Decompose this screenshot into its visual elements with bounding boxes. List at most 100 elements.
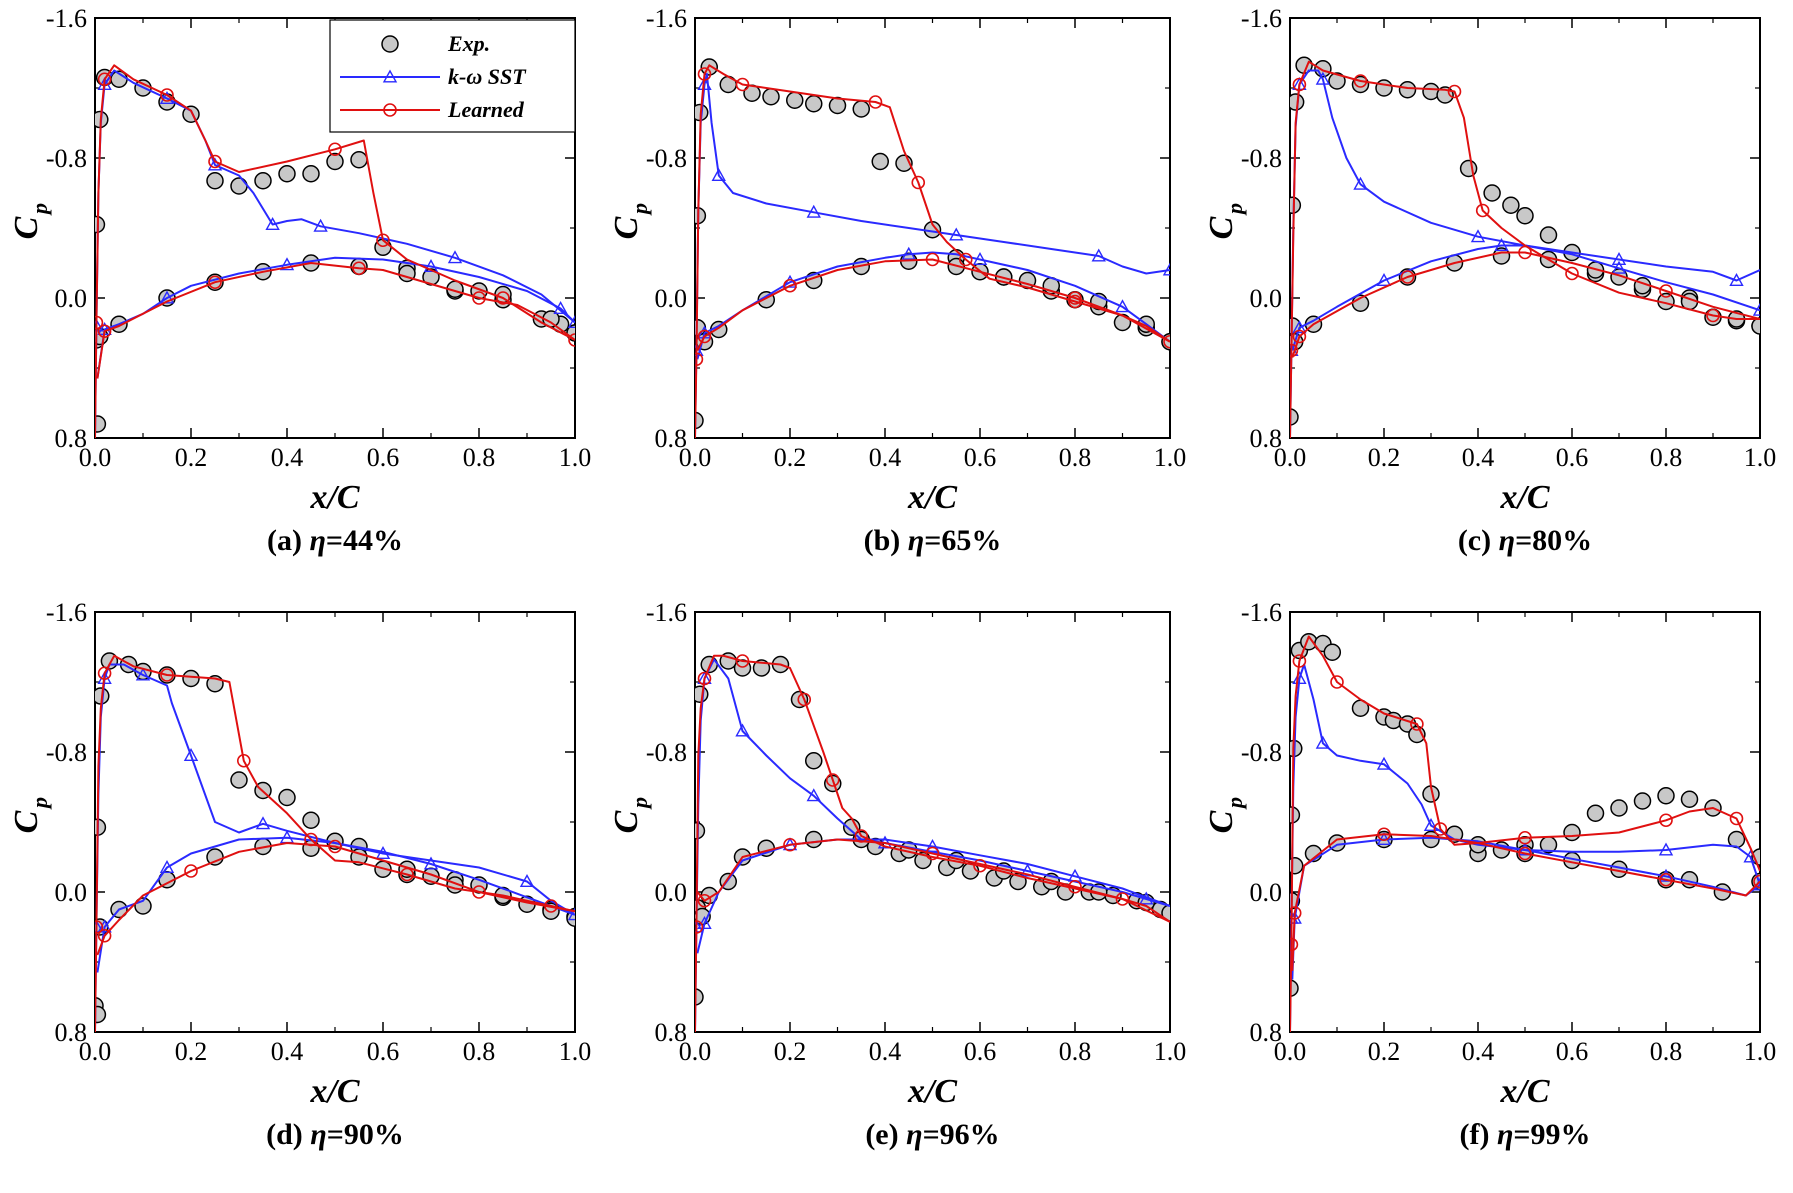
learned-marker [97, 72, 112, 87]
sst-marker [1611, 252, 1627, 265]
y-axis-label-group: Cp [608, 203, 652, 239]
y-axis-label-subscript: p [627, 797, 652, 810]
y-tick-label: 0.0 [1250, 878, 1283, 907]
exp-point [852, 100, 870, 118]
x-tick-label: 0.6 [1556, 443, 1589, 472]
series-line-sst-lower [96, 836, 575, 973]
series-line-sst-upper [695, 658, 1170, 1032]
series-line-learned-upper [1290, 635, 1760, 1032]
plot-area [695, 652, 1170, 1032]
learned-marker [184, 864, 198, 878]
panel-caption: (a) η=44% [267, 524, 403, 557]
exp-point [1290, 408, 1299, 426]
learned-marker [496, 291, 510, 305]
y-axis-label-group: Cp [1203, 797, 1247, 833]
exp-point [805, 830, 823, 849]
exp-point [762, 88, 780, 106]
x-tick-label: 1.0 [1744, 1037, 1777, 1066]
x-tick-label: 0.8 [463, 1037, 496, 1066]
sst-marker [697, 77, 712, 91]
learned-marker [783, 278, 797, 293]
panel-caption: (b) η=65% [864, 524, 1002, 557]
sst-marker [1658, 842, 1674, 856]
learned-marker [1475, 203, 1490, 218]
learned-marker [735, 77, 750, 92]
y-axis-label: C [608, 216, 645, 239]
sst-marker [567, 907, 575, 921]
x-tick-label: 0.0 [679, 443, 712, 472]
learned-marker [160, 668, 174, 682]
plot-frame [1289, 611, 1761, 1033]
x-tick-label: 0.8 [1650, 443, 1683, 472]
learned-marker [797, 692, 812, 707]
legend: Exp. k-ω SST Learned [329, 19, 576, 133]
sst-marker [949, 227, 964, 241]
learned-marker [1729, 811, 1744, 826]
caption-suffix: =99% [1513, 1118, 1590, 1151]
caption-eta: η [1497, 1118, 1513, 1151]
panel-caption: (f) η=99% [1459, 1118, 1590, 1151]
chart-panel: 0.0 0.2 0.4 0.6 0.8 1.0-1.6-0.80.00.8x/CCp(d)… [8, 598, 591, 1151]
series-line-sst-lower [1291, 244, 1760, 351]
x-tick-label: 0.0 [679, 1037, 712, 1066]
exp-point [1563, 823, 1581, 842]
exp-point [278, 788, 296, 807]
learned-marker [868, 95, 883, 109]
series-line-learned-lower [696, 838, 1170, 923]
learned-marker [95, 920, 104, 934]
exp-point [786, 91, 804, 109]
y-tick-label: -1.6 [646, 598, 687, 627]
y-axis-label-group: Cp [1203, 203, 1247, 239]
exp-point [95, 415, 107, 433]
x-tick-label: 0.8 [1650, 1037, 1683, 1066]
y-tick-label: -1.6 [646, 4, 687, 33]
exp-point [695, 988, 704, 1006]
learned-marker [1292, 654, 1307, 668]
x-tick-label: 0.4 [271, 1037, 304, 1066]
learned-marker [1290, 906, 1302, 920]
exp-point [1610, 799, 1628, 817]
exp-point [1751, 317, 1760, 335]
panel-caption: (d) η=90% [266, 1118, 404, 1151]
series-line-learned-lower [96, 842, 575, 956]
x-tick-label: 0.4 [271, 443, 304, 472]
series-line-learned-upper [95, 64, 575, 438]
exp-point [1323, 643, 1342, 661]
x-axis-label: x/C [907, 479, 957, 516]
y-tick-label: -0.8 [646, 738, 687, 767]
series-line-learned-upper [695, 654, 1170, 1032]
sst-marker [1494, 238, 1509, 252]
plot-area [95, 64, 575, 438]
sst-marker [553, 301, 568, 314]
legend-label: Learned [447, 97, 525, 122]
learned-marker [958, 252, 973, 267]
x-tick-label: 0.2 [175, 1037, 208, 1066]
y-tick-label: 0.0 [55, 878, 88, 907]
sst-marker [97, 919, 112, 933]
exp-point [1680, 790, 1699, 808]
panel-caption: (c) η=80% [1458, 524, 1592, 557]
exp-point [1290, 93, 1305, 111]
y-axis-label: C [1203, 810, 1240, 833]
exp-point [805, 95, 823, 113]
x-tick-label: 1.0 [1154, 443, 1187, 472]
sst-marker [1611, 260, 1627, 274]
chart-panel: 0.0 0.2 0.4 0.6 0.8 1.0-1.6-0.80.00.8x/CCp(a)… [8, 4, 591, 557]
caption-prefix: (f) [1459, 1118, 1496, 1151]
plot-area [695, 58, 1170, 438]
learned-marker [735, 654, 750, 668]
caption-eta: η [310, 1118, 326, 1151]
y-axis-label: C [8, 810, 45, 833]
x-axis-label: x/C [1499, 1073, 1549, 1110]
exp-point [1459, 159, 1478, 178]
x-tick-label: 0.0 [1274, 443, 1307, 472]
exp-point [1539, 226, 1558, 244]
exp-point [695, 411, 704, 430]
learned-marker [544, 899, 558, 913]
exp-point [182, 669, 200, 688]
learned-marker [352, 261, 366, 276]
exp-point [302, 165, 320, 183]
x-tick-label: 0.2 [774, 1037, 807, 1066]
learned-marker [472, 885, 486, 899]
learned-marker [697, 329, 712, 344]
